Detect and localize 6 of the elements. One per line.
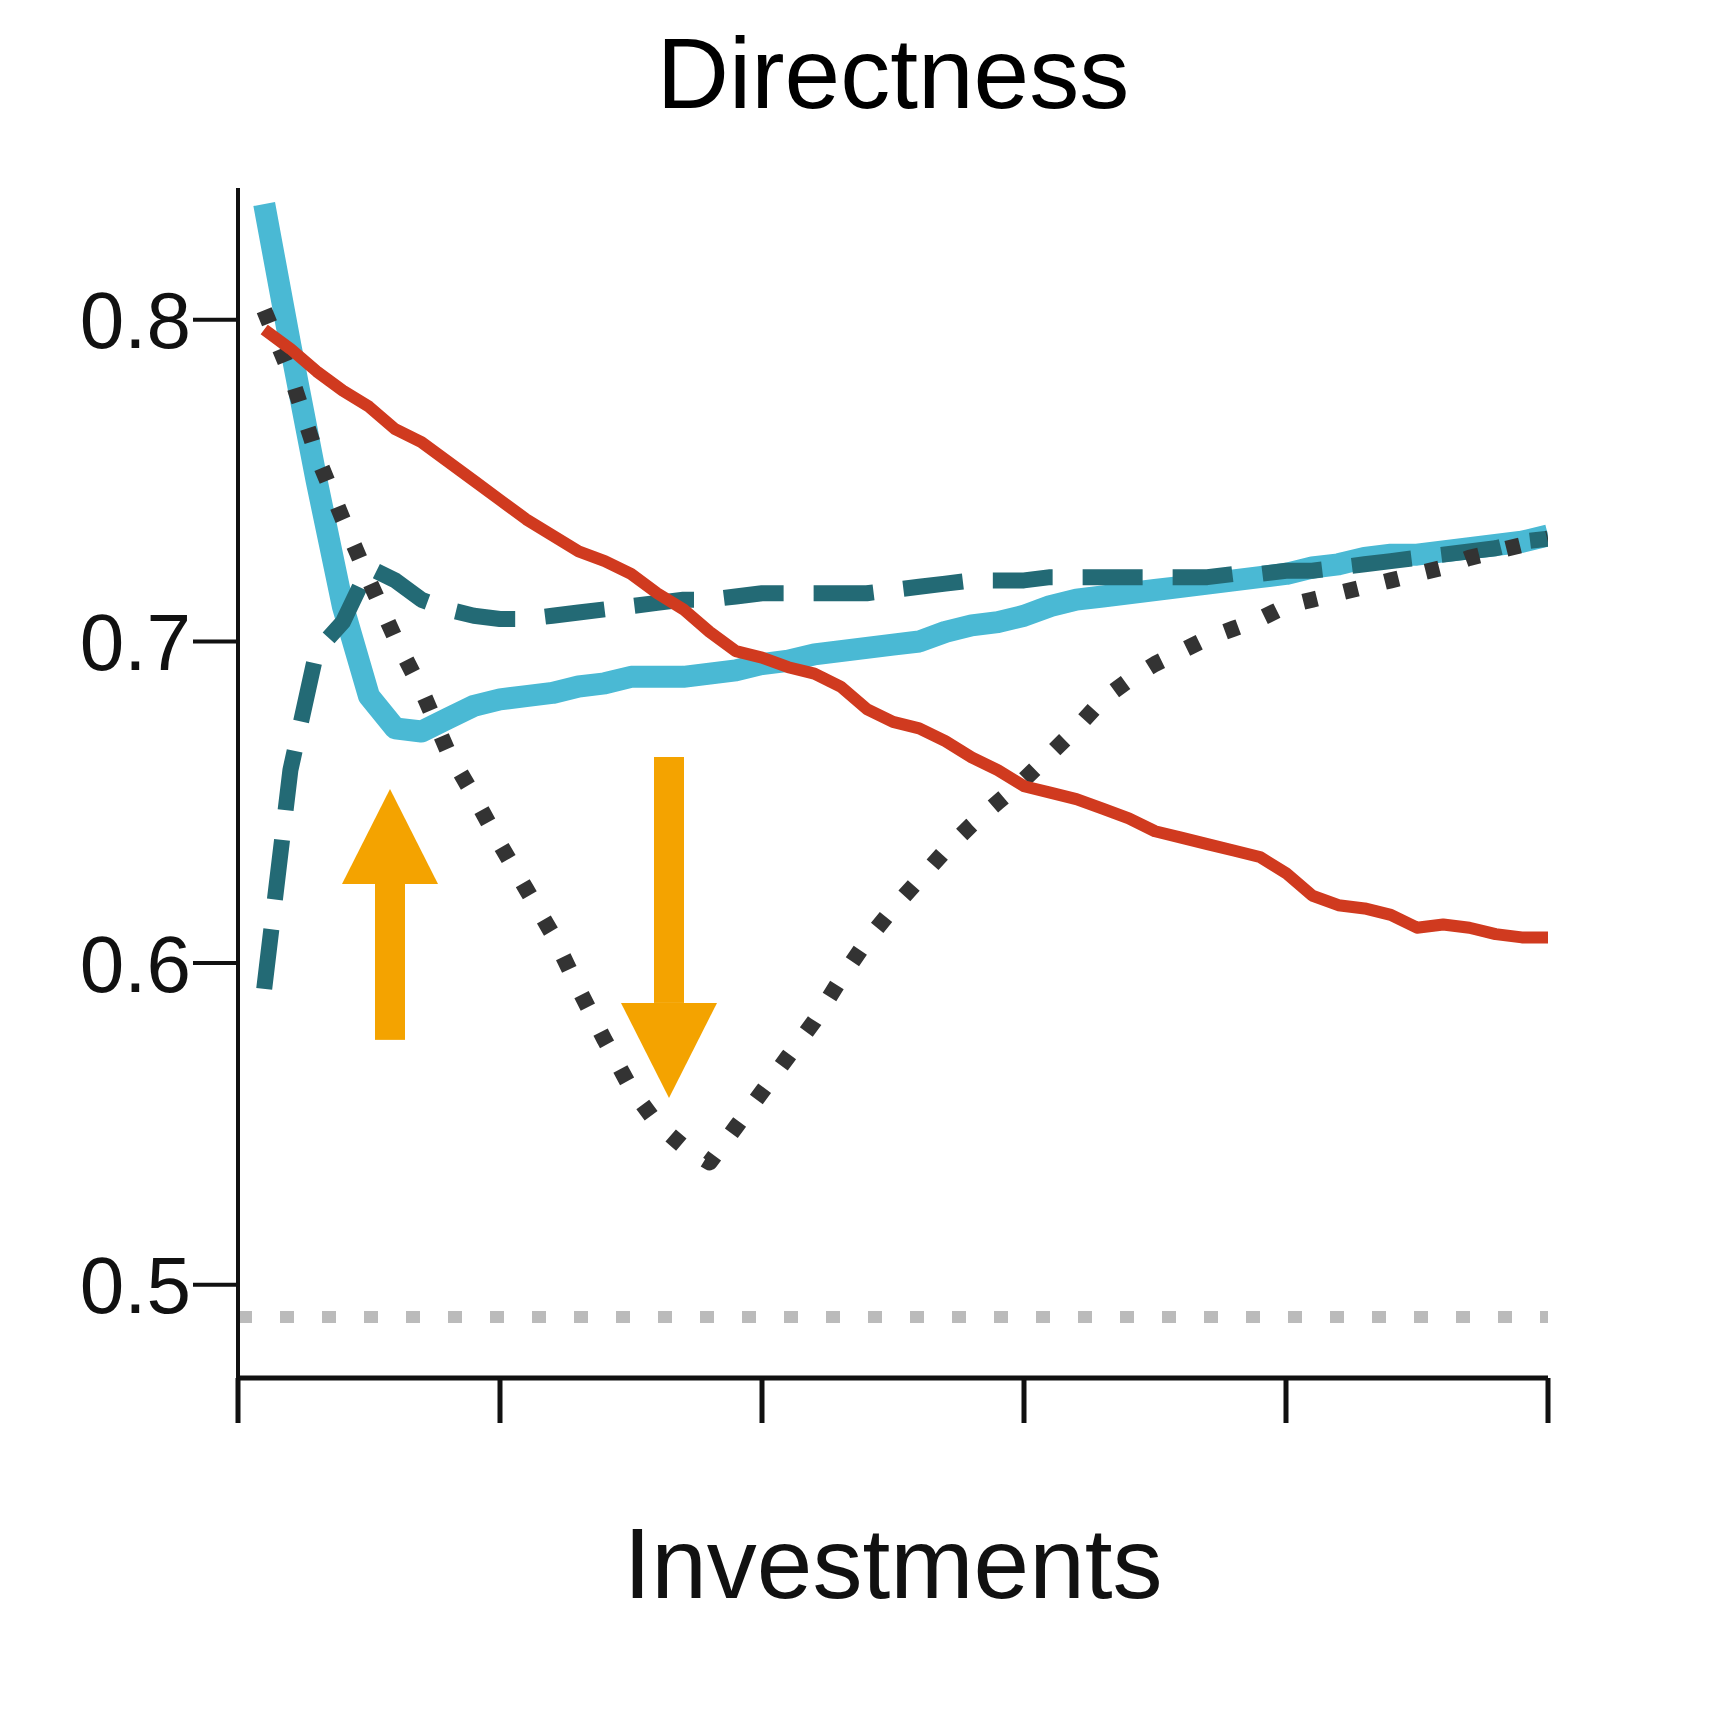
y-tick-label: 0.6 [79, 919, 191, 1009]
y-tick-label: 0.8 [79, 276, 191, 366]
chart-title: Directness [655, 16, 1131, 131]
y-tick-label: 0.7 [79, 597, 191, 687]
x-axis-title: Investments [623, 1507, 1163, 1619]
y-tick-label: 0.5 [79, 1241, 191, 1331]
